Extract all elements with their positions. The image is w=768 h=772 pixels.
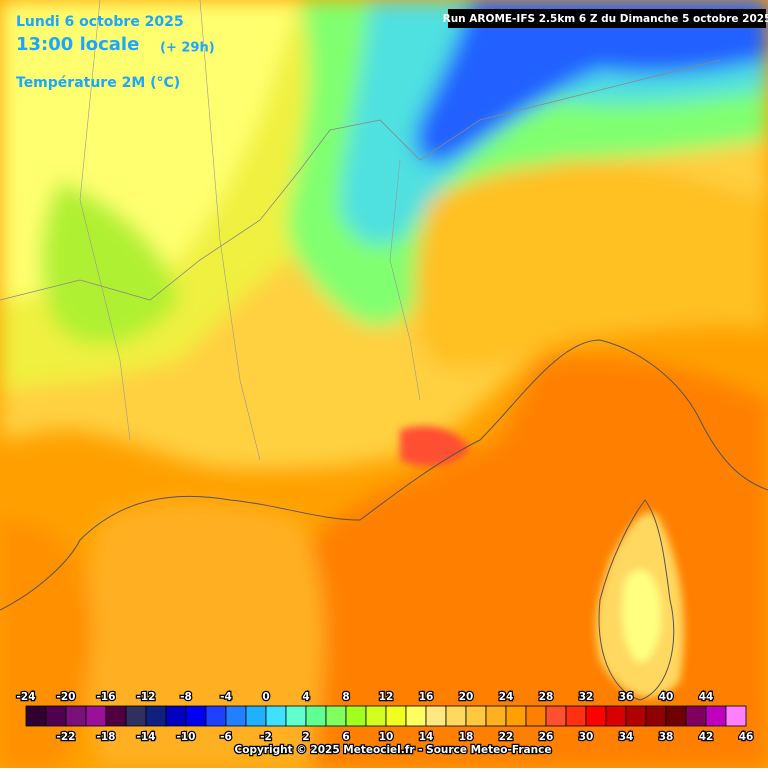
legend-label: 42 (699, 731, 714, 743)
legend-swatch (365, 705, 387, 727)
legend-swatch (325, 705, 347, 727)
legend-swatch (445, 705, 467, 727)
legend-swatch (45, 705, 67, 727)
legend-swatch (85, 705, 107, 727)
legend-swatch (685, 705, 707, 727)
legend-label: -22 (57, 731, 76, 743)
legend-swatch (485, 705, 507, 727)
legend-label: 44 (699, 691, 714, 703)
legend-swatch (565, 705, 587, 727)
run-label: Run AROME-IFS 2.5km 6 Z du Dimanche 5 oc… (443, 13, 768, 25)
run-banner (448, 9, 766, 28)
legend-label: 22 (499, 731, 514, 743)
legend-label: -6 (220, 731, 232, 743)
legend-swatch (505, 705, 527, 727)
legend-label: -8 (180, 691, 192, 703)
legend-label: -10 (177, 731, 196, 743)
legend: -24-22-20-18-16-14-12-10-8-6-4-202468101… (15, 690, 754, 745)
legend-label: -4 (220, 691, 232, 703)
legend-label: -2 (260, 731, 272, 743)
legend-label: 2 (302, 731, 309, 743)
legend-label: -16 (97, 691, 116, 703)
legend-swatch (525, 705, 547, 727)
legend-swatch (285, 705, 307, 727)
legend-swatch (405, 705, 427, 727)
legend-swatch (265, 705, 287, 727)
legend-swatch (625, 705, 647, 727)
legend-swatch (205, 705, 227, 727)
legend-label: 20 (459, 691, 474, 703)
legend-swatch (105, 705, 127, 727)
legend-label: 24 (499, 691, 514, 703)
legend-swatch (165, 705, 187, 727)
legend-swatch (585, 705, 607, 727)
legend-swatch (345, 705, 367, 727)
legend-label: -24 (17, 691, 36, 703)
legend-swatch (645, 705, 667, 727)
legend-label: 14 (419, 731, 434, 743)
legend-swatch (425, 705, 447, 727)
date-label: Lundi 6 octobre 2025 (16, 14, 184, 30)
legend-label: 46 (739, 731, 754, 743)
legend-swatch (245, 705, 267, 727)
legend-swatch (225, 705, 247, 727)
legend-label: 6 (342, 731, 349, 743)
legend-label: 18 (459, 731, 474, 743)
legend-swatch (725, 705, 747, 727)
legend-label: 12 (379, 691, 394, 703)
legend-swatch (125, 705, 147, 727)
legend-label: 38 (659, 731, 674, 743)
legend-label: -20 (57, 691, 76, 703)
legend-label: 16 (419, 691, 434, 703)
legend-label: 8 (342, 691, 349, 703)
legend-swatch (385, 705, 407, 727)
legend-label: 28 (539, 691, 554, 703)
legend-label: -18 (97, 731, 116, 743)
legend-swatch (305, 705, 327, 727)
legend-swatch (665, 705, 687, 727)
legend-swatch (145, 705, 167, 727)
legend-label: 0 (262, 691, 269, 703)
field-label: Température 2M (°C) (16, 75, 180, 91)
legend-label: -12 (137, 691, 156, 703)
legend-label: 32 (579, 691, 594, 703)
legend-swatch (705, 705, 727, 727)
legend-swatch (185, 705, 207, 727)
offset-label: (+ 29h) (160, 41, 215, 56)
legend-label: 34 (619, 731, 634, 743)
legend-label: -14 (137, 731, 156, 743)
legend-label: 10 (379, 731, 394, 743)
legend-label: 30 (579, 731, 594, 743)
copyright: Copyright © 2025 Meteociel.fr - Source M… (235, 744, 552, 756)
time-label: 13:00 locale (16, 34, 139, 55)
legend-swatch (545, 705, 567, 727)
legend-swatch (605, 705, 627, 727)
legend-label: 40 (659, 691, 674, 703)
legend-label: 4 (302, 691, 309, 703)
legend-swatch (65, 705, 87, 727)
legend-label: 26 (539, 731, 554, 743)
legend-swatch (465, 705, 487, 727)
legend-label: 36 (619, 691, 634, 703)
legend-swatch (25, 705, 47, 727)
header: Lundi 6 octobre 2025 13:00 locale (+ 29h… (16, 9, 768, 91)
